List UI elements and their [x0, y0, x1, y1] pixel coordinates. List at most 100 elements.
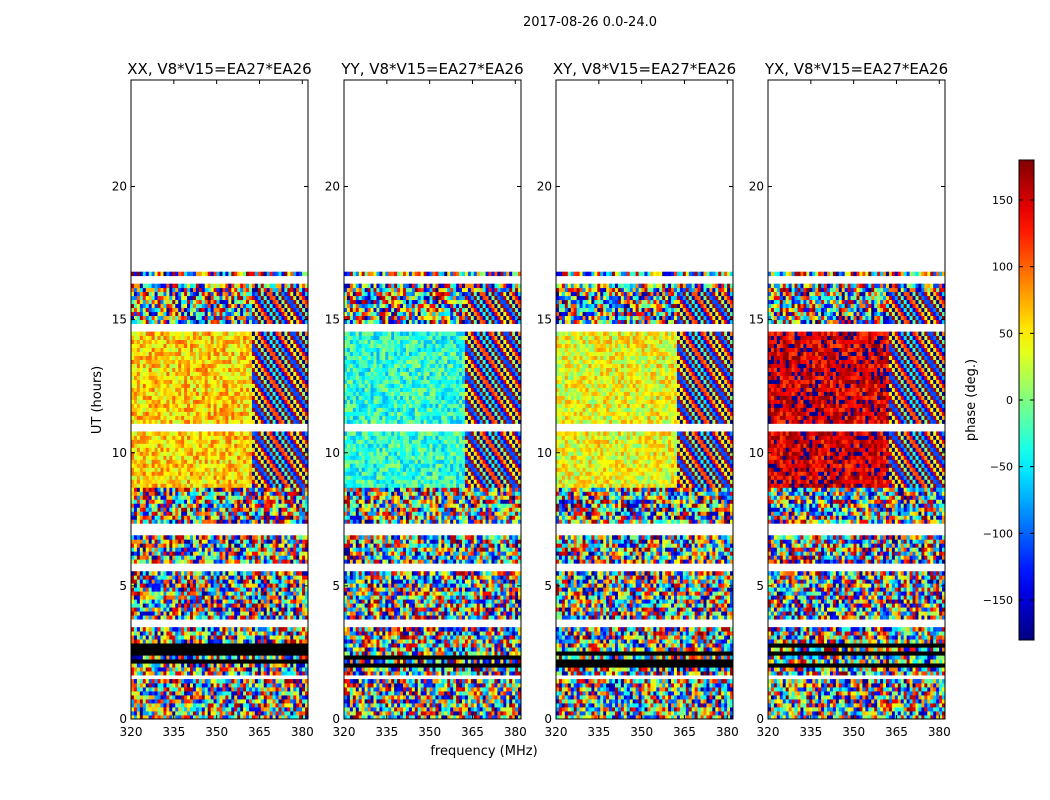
- heatmap-cell: [234, 439, 238, 444]
- heatmap-cell: [228, 615, 232, 620]
- heatmap-cell: [284, 391, 288, 396]
- heatmap-cell: [160, 575, 164, 580]
- heatmap-cell: [154, 543, 158, 548]
- heatmap-cell: [240, 551, 244, 556]
- heatmap-cell: [231, 699, 235, 704]
- heatmap-cell: [237, 483, 241, 488]
- heatmap-cell: [254, 715, 259, 719]
- heatmap-cell: [145, 595, 150, 600]
- heatmap-cell: [154, 575, 158, 580]
- heatmap-cell: [204, 499, 209, 504]
- heatmap-cell: [246, 503, 250, 508]
- heatmap-cell: [160, 571, 164, 576]
- heatmap-cell: [160, 475, 164, 480]
- heatmap-cell: [204, 451, 209, 456]
- heatmap-cell: [166, 539, 170, 544]
- heatmap-cell: [257, 663, 262, 668]
- heatmap-cell: [269, 519, 273, 524]
- heatmap-cell: [275, 499, 279, 504]
- heatmap-cell: [254, 451, 259, 456]
- heatmap-cell: [151, 699, 155, 704]
- heatmap-cell: [299, 575, 303, 580]
- heatmap-cell: [254, 639, 259, 644]
- heatmap-cell: [278, 475, 282, 480]
- heatmap-cell: [213, 379, 217, 384]
- heatmap-cell: [163, 383, 167, 388]
- heatmap-cell: [251, 559, 256, 564]
- heatmap-cell: [284, 335, 288, 340]
- heatmap-cell: [266, 711, 271, 716]
- heatmap-cell: [231, 539, 235, 544]
- heatmap-cell: [163, 587, 167, 592]
- heatmap-cell: [257, 691, 262, 696]
- heatmap-cell: [160, 387, 164, 392]
- heatmap-cell: [222, 635, 226, 640]
- heatmap-cell: [210, 639, 214, 644]
- heatmap-cell: [166, 671, 170, 676]
- heatmap-cell: [299, 467, 303, 472]
- heatmap-cell: [293, 543, 297, 548]
- heatmap-cell: [234, 447, 238, 452]
- heatmap-cell: [299, 631, 303, 636]
- heatmap-cell: [296, 463, 300, 468]
- heatmap-cell: [160, 539, 164, 544]
- heatmap-cell: [198, 591, 203, 596]
- heatmap-cell: [178, 335, 182, 340]
- heatmap-cell: [148, 379, 153, 384]
- heatmap-cell: [210, 631, 214, 636]
- heatmap-cell: [198, 355, 203, 360]
- heatmap-cell: [207, 571, 212, 576]
- heatmap-cell: [281, 571, 285, 576]
- heatmap-cell: [195, 515, 200, 520]
- heatmap-cell: [163, 511, 167, 516]
- heatmap-cell: [166, 335, 170, 340]
- heatmap-cell: [187, 691, 191, 696]
- heatmap-cell: [287, 363, 291, 368]
- heatmap-cell: [240, 519, 244, 524]
- heatmap-cell: [237, 355, 241, 360]
- heatmap-cell: [172, 679, 176, 684]
- heatmap-cell: [201, 391, 206, 396]
- heatmap-cell: [169, 331, 173, 336]
- heatmap-cell: [204, 419, 209, 424]
- heatmap-cell: [222, 403, 226, 408]
- heatmap-cell: [281, 451, 285, 456]
- heatmap-cell: [219, 339, 223, 344]
- heatmap-cell: [287, 559, 291, 564]
- heatmap-cell: [269, 411, 273, 416]
- heatmap-cell: [234, 467, 238, 472]
- heatmap-cell: [246, 615, 250, 620]
- heatmap-cell: [210, 431, 214, 436]
- heatmap-cell: [190, 603, 194, 608]
- heatmap-cell: [204, 703, 209, 708]
- heatmap-cell: [249, 519, 253, 524]
- heatmap-cell: [201, 515, 206, 520]
- heatmap-cell: [154, 483, 158, 488]
- heatmap-cell: [275, 451, 279, 456]
- heatmap-cell: [263, 519, 268, 524]
- heatmap-cell: [278, 511, 282, 516]
- heatmap-cell: [269, 507, 273, 512]
- heatmap-cell: [246, 575, 250, 580]
- heatmap-cell: [243, 587, 247, 592]
- heatmap-cell: [169, 491, 173, 496]
- heatmap-cell: [293, 435, 297, 440]
- heatmap-cell: [190, 555, 194, 560]
- heatmap-cell: [231, 599, 235, 604]
- heatmap-cell: [148, 555, 153, 560]
- heatmap-cell: [204, 411, 209, 416]
- heatmap-cell: [263, 599, 268, 604]
- heatmap-cell: [254, 575, 259, 580]
- heatmap-cell: [225, 583, 229, 588]
- heatmap-cell: [281, 447, 285, 452]
- heatmap-cell: [269, 543, 273, 548]
- heatmap-cell: [290, 671, 294, 676]
- heatmap-cell: [192, 515, 197, 520]
- heatmap-cell: [204, 663, 209, 668]
- heatmap-cell: [278, 579, 282, 584]
- heatmap-cell: [275, 683, 279, 688]
- heatmap-cell: [190, 459, 194, 464]
- heatmap-cell: [296, 487, 300, 492]
- heatmap-cell: [266, 491, 271, 496]
- heatmap-cell: [228, 699, 232, 704]
